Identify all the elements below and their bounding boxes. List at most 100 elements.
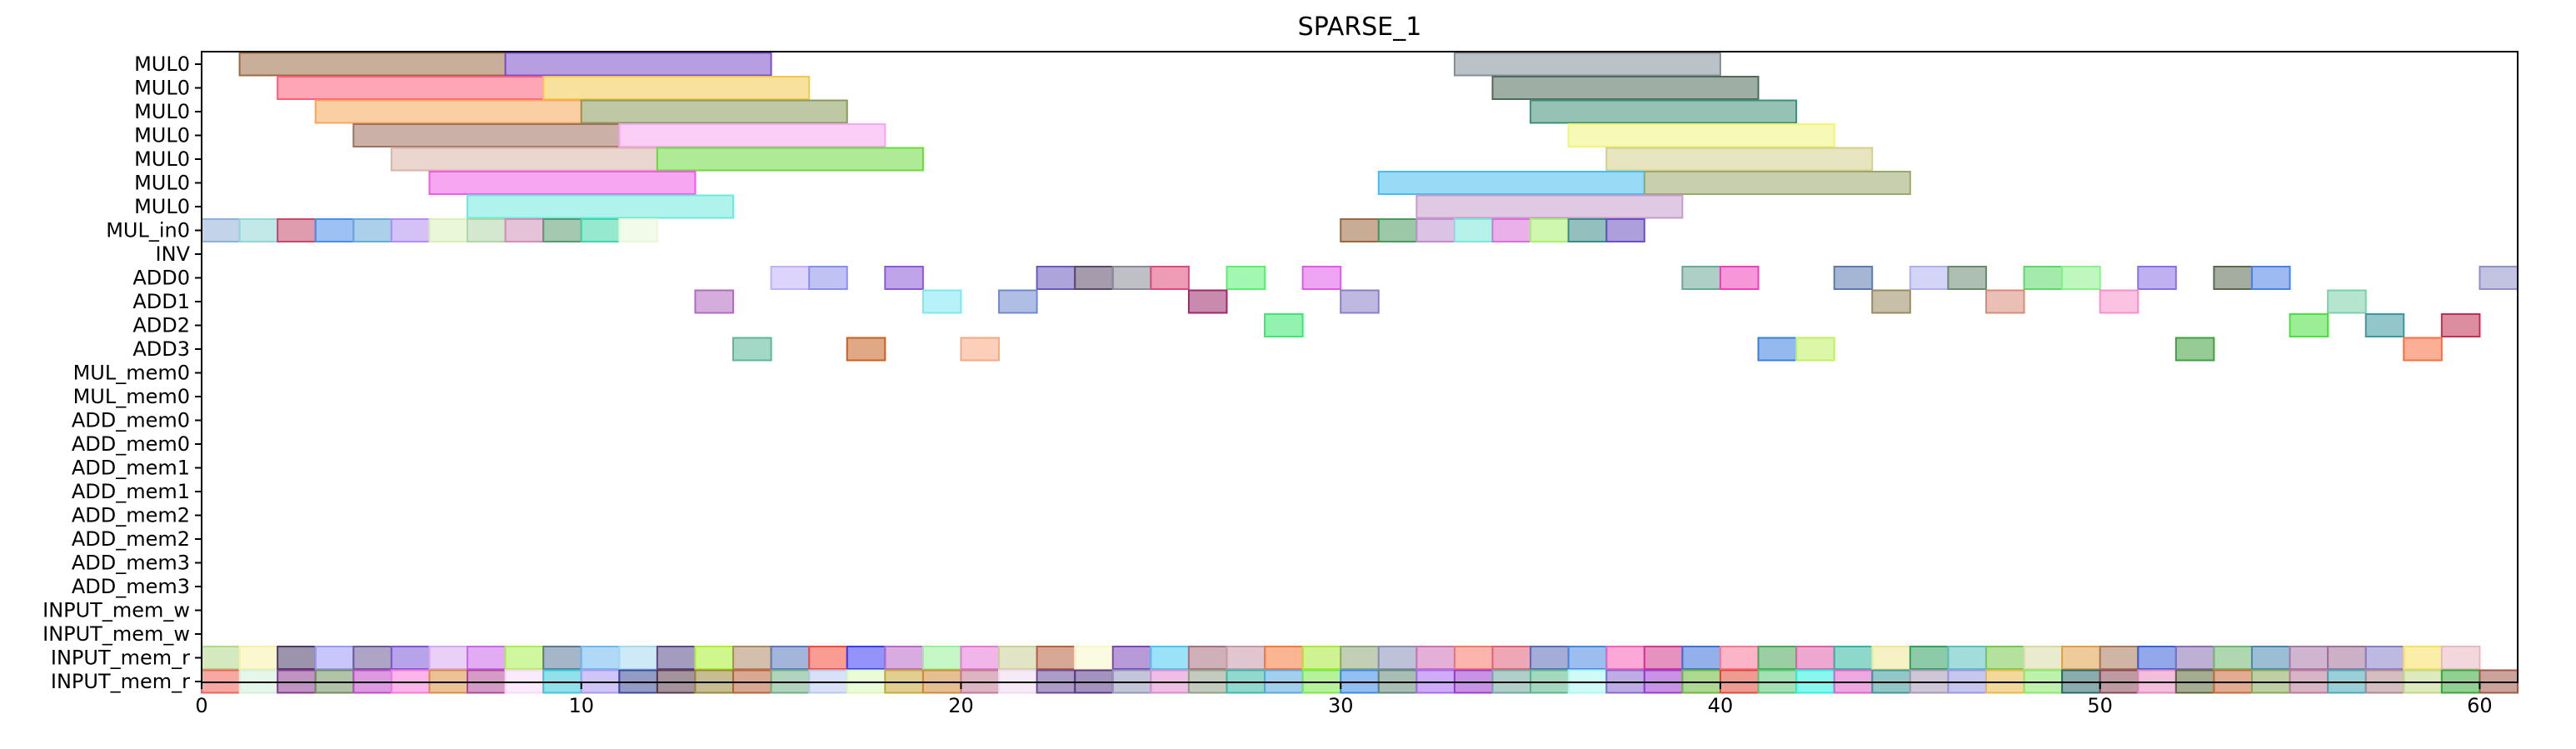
gantt-bar [1530,218,1570,242]
gantt-bar [1795,337,1835,362]
y-axis: MUL0MUL0MUL0MUL0MUL0MUL0MUL0MUL_in0INVAD… [42,52,202,693]
gantt-bar [1871,289,1911,314]
y-tick-label: MUL0 [134,77,190,100]
gantt-bar [580,218,621,242]
gantt-bar [960,337,1001,362]
gantt-bar [1453,52,1721,77]
gantt-bar [504,218,545,242]
y-tick-label: INPUT_mem_r [51,647,190,670]
y-tick-label: INPUT_mem_w [42,599,190,622]
gantt-bar [504,52,772,77]
gantt-bar [846,646,886,670]
gantt-bar [1377,646,1418,670]
gantt-bar [1567,123,1835,147]
gantt-bar [998,646,1038,670]
gantt-bar [2289,313,2329,337]
gantt-bar [1150,646,1190,670]
gantt-bar [580,99,848,124]
gantt-bar [2440,646,2481,670]
gantt-bar [1415,218,1455,242]
gantt-bar [770,266,811,290]
gantt-bar [1567,646,1608,670]
gantt-bar [542,218,582,242]
x-tick-label: 0 [195,694,207,717]
gantt-bar [1264,313,1304,337]
y-tick-label: ADD_mem2 [72,504,190,527]
gantt-bar [1719,266,1760,290]
gantt-bar [1415,194,1684,219]
y-tick-label: ADD0 [132,267,190,290]
gantt-bar [2099,289,2139,314]
gantt-bar [352,123,621,147]
x-axis: 0 10 20 30 40 50 60 [195,682,2493,717]
y-tick-label: ADD_mem0 [72,409,190,432]
gantt-bar [2174,646,2215,670]
gantt-bar [998,289,1038,314]
x-tick-label: 60 [2467,694,2493,717]
gantt-bar [1226,646,1266,670]
gantt-bar [390,147,658,172]
gantt-bar [1833,266,1874,290]
y-tick-label: INPUT_mem_r [51,670,190,693]
gantt-bar [428,171,696,195]
gantt-bar [1947,646,1987,670]
gantt-bar [2061,646,2101,670]
gantt-bar [732,337,772,362]
gantt-bar [1301,266,1342,290]
gantt-bar [1984,289,2025,314]
y-tick-label: MUL0 [134,172,190,195]
gantt-bar [1530,99,1798,124]
y-tick-label: ADD_mem0 [72,432,190,456]
gantt-bar [1491,646,1532,670]
gantt-bar [656,646,696,670]
gantt-bar [921,646,962,670]
gantt-bar [1111,266,1152,290]
gantt-bar [467,646,507,670]
gantt-bar [921,289,962,314]
gantt-bar [2213,266,2253,290]
gantt-bar [1074,266,1114,290]
y-tick-label: MUL_mem0 [73,362,190,385]
gantt-bar [1415,646,1455,670]
gantt-bar [2289,646,2329,670]
gantt-bar [1340,218,1380,242]
gantt-bar [1947,266,1987,290]
gantt-bar [1643,171,1911,195]
gantt-bar [618,218,658,242]
y-tick-label: MUL0 [134,100,190,123]
gantt-bar [694,646,735,670]
gantt-bar [467,218,507,242]
gantt-bar [2213,646,2253,670]
x-tick-label: 20 [948,694,974,717]
gantt-bar [238,218,279,242]
gantt-bar [2403,646,2443,670]
y-tick-label: ADD_mem2 [72,527,190,551]
gantt-bar [656,147,924,172]
gantt-bar [1605,646,1645,670]
gantt-bar [1036,646,1076,670]
gantt-bar [884,266,924,290]
gantt-bar [2440,313,2481,337]
gantt-bar [277,218,317,242]
x-tick-label: 30 [1328,694,1354,717]
gantt-bar [1491,76,1760,100]
gantt-bar [2174,337,2215,362]
gantt-bar [314,218,355,242]
gantt-bar [1909,266,1949,290]
chart-title: SPARSE_1 [1298,12,1422,42]
gantt-bar [314,99,582,124]
y-tick-label: MUL0 [134,147,190,171]
gantt-bar [960,646,1001,670]
gantt-bar [314,646,355,670]
gantt-bar [2250,266,2291,290]
gantt-bar [884,646,924,670]
gantt-bar [1074,646,1114,670]
gantt-bar [1719,646,1760,670]
bars-layer [201,52,2519,694]
gantt-bar [1833,646,1874,670]
gantt-bar [1036,266,1076,290]
y-tick-label: ADD_mem3 [72,552,190,575]
gantt-bar [1264,646,1304,670]
gantt-bar [352,646,392,670]
gantt-bar [201,218,241,242]
